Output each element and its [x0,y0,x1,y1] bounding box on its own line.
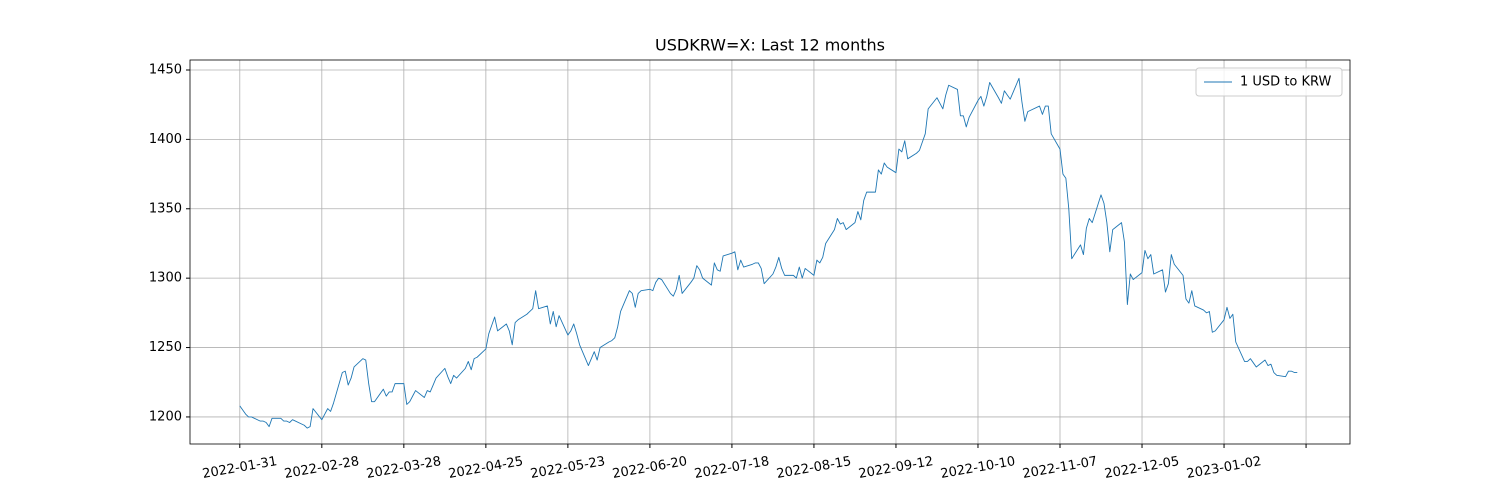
axes-frame [189,59,1351,445]
y-tick-label: 1250 [149,340,182,355]
y-tick-label: 1300 [149,271,182,286]
chart-title: USDKRW=X: Last 12 months [655,36,885,55]
legend-box [1195,67,1343,97]
y-tick-label: 1450 [149,62,182,77]
y-tick-label: 1350 [149,201,182,216]
data-line [239,77,1298,429]
legend-label: 1 USD to KRW [1240,75,1332,90]
y-tick-label: 1400 [149,132,182,147]
y-tick-label: 1200 [149,409,182,424]
